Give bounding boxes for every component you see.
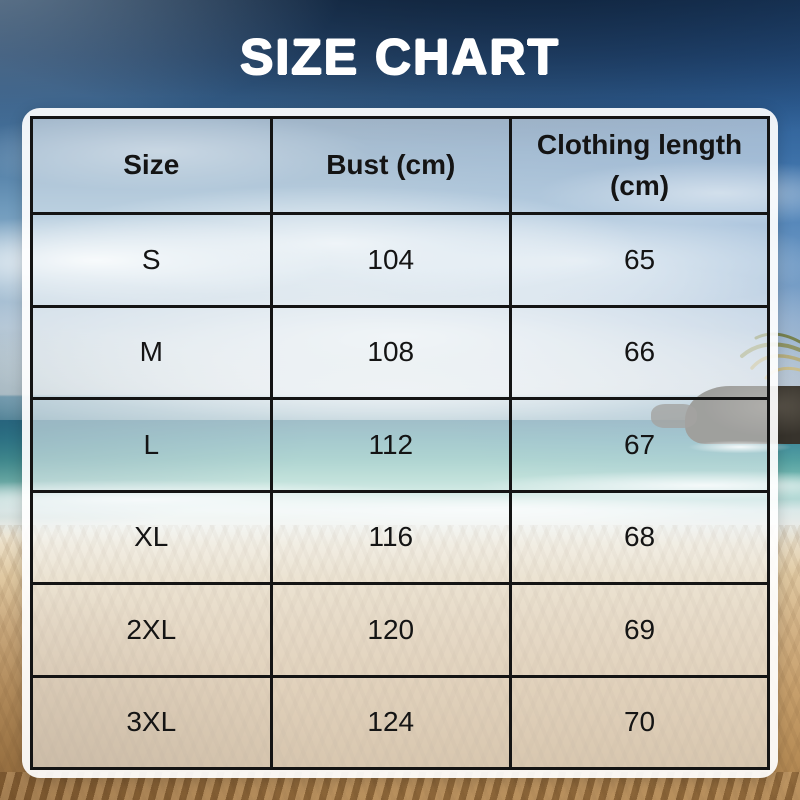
bust-cell: 124 (269, 674, 513, 770)
clothing-length-cell: 69 (509, 582, 770, 678)
col-header-bust: Bust (cm) (269, 116, 513, 215)
size-chart-table: Size Bust (cm) Clothing length (cm) S 10… (30, 116, 770, 770)
bust-cell: 104 (269, 212, 513, 308)
size-cell: M (30, 304, 273, 400)
clothing-length-cell: 68 (509, 489, 770, 585)
bust-cell: 120 (269, 582, 513, 678)
size-cell: 2XL (30, 582, 273, 678)
col-header-size: Size (30, 116, 273, 215)
table-row: L 112 67 (30, 397, 770, 493)
bust-cell: 112 (269, 397, 513, 493)
size-cell: L (30, 397, 273, 493)
size-cell: 3XL (30, 674, 273, 770)
size-cell: S (30, 212, 273, 308)
bust-cell: 116 (269, 489, 513, 585)
header-row: Size Bust (cm) Clothing length (cm) (30, 116, 770, 215)
bust-cell: 108 (269, 304, 513, 400)
clothing-length-cell: 66 (509, 304, 770, 400)
table-row: XL 116 68 (30, 489, 770, 585)
table-row: 2XL 120 69 (30, 582, 770, 678)
size-chart-frame: Size Bust (cm) Clothing length (cm) S 10… (22, 108, 778, 778)
clothing-length-cell: 67 (509, 397, 770, 493)
clothing-length-cell: 70 (509, 674, 770, 770)
table-row: M 108 66 (30, 304, 770, 400)
table-row: S 104 65 (30, 212, 770, 308)
size-cell: XL (30, 489, 273, 585)
table-row: 3XL 124 70 (30, 674, 770, 770)
clothing-length-cell: 65 (509, 212, 770, 308)
col-header-clothing-length: Clothing length (cm) (509, 116, 770, 215)
page-title: SIZE CHART (240, 29, 560, 85)
